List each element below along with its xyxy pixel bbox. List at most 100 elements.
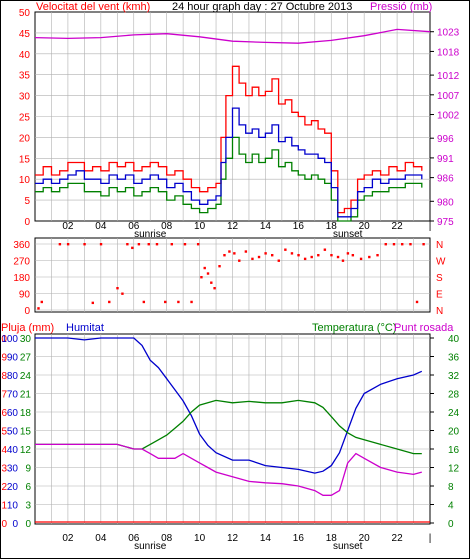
humidity-y-tick-label: 90 bbox=[7, 353, 19, 364]
wind-y-tick-label: 20 bbox=[19, 133, 31, 144]
compass-label: N bbox=[436, 240, 443, 251]
temp-right-y-tick-label: 16 bbox=[448, 445, 460, 456]
series-low bbox=[35, 136, 423, 222]
pressure-y-tick-label: 1002 bbox=[437, 111, 460, 122]
direction-point bbox=[284, 248, 287, 251]
direction-point bbox=[310, 255, 313, 259]
chart-title: 24 hour graph day : 27 Octubre 2013 bbox=[172, 1, 352, 13]
direction-point bbox=[200, 276, 203, 279]
series-dewpoint bbox=[35, 443, 422, 496]
x-tick-label: 06 bbox=[128, 533, 140, 544]
humidity-y-tick-label: 20 bbox=[7, 482, 19, 493]
direction-point bbox=[317, 254, 320, 257]
direction-point bbox=[91, 301, 95, 305]
temperature-axis-title: Temperatura (°C) bbox=[312, 322, 396, 334]
direction-point bbox=[203, 266, 206, 270]
direction-point bbox=[142, 300, 146, 304]
temp-right-y-tick-label: 20 bbox=[448, 427, 460, 438]
wind-y-tick-label: 15 bbox=[19, 154, 31, 165]
humidity-y-tick-label: 100 bbox=[1, 334, 18, 345]
wind-y-tick-label: 45 bbox=[19, 29, 31, 40]
x-tick-label: 06 bbox=[128, 221, 140, 232]
temp-left-y-tick-label: 0 bbox=[25, 519, 31, 530]
compass-label: S bbox=[436, 273, 443, 284]
direction-point bbox=[147, 243, 150, 246]
direction-point bbox=[264, 252, 267, 255]
x-tick-label: 10 bbox=[194, 533, 206, 544]
x-tick-label: 14 bbox=[260, 221, 272, 232]
rain-y-tick-label: 9 bbox=[1, 353, 7, 364]
humidity-y-tick-label: 70 bbox=[7, 390, 19, 401]
temp-left-y-tick-label: 6 bbox=[25, 482, 31, 493]
x-tick-label: 02 bbox=[62, 533, 74, 544]
wind-y-tick-label: 35 bbox=[19, 71, 31, 82]
direction-point bbox=[37, 307, 40, 310]
direction-point bbox=[422, 243, 425, 246]
direction-point bbox=[58, 243, 62, 246]
compass-label: E bbox=[436, 290, 443, 301]
humidity-y-tick-label: 60 bbox=[7, 408, 19, 419]
direction-point bbox=[196, 243, 200, 246]
pressure-y-tick-label: 996 bbox=[437, 134, 454, 145]
direction-y-tick-label: 270 bbox=[13, 257, 30, 268]
temp-right-y-tick-label: 36 bbox=[448, 353, 460, 364]
x-tick-label: 16 bbox=[293, 533, 305, 544]
temp-right-y-tick-label: 32 bbox=[448, 371, 460, 382]
series-average bbox=[35, 107, 423, 218]
humidity-y-tick-label: 80 bbox=[7, 371, 19, 382]
direction-point bbox=[401, 243, 404, 246]
pressure-y-tick-label: 1023 bbox=[437, 28, 460, 39]
direction-panel-points bbox=[37, 243, 425, 310]
humidity-y-tick-label: 0 bbox=[12, 519, 18, 530]
series-gust bbox=[35, 65, 423, 214]
rain-y-tick-label: 8 bbox=[1, 371, 7, 382]
temp-left-y-tick-label: 12 bbox=[20, 445, 32, 456]
direction-point bbox=[213, 287, 216, 290]
direction-point bbox=[66, 243, 70, 246]
rain-y-tick-label: 5 bbox=[1, 427, 7, 438]
temp-left-y-tick-label: 27 bbox=[20, 353, 32, 364]
pressure-y-tick-label: 986 bbox=[437, 174, 454, 185]
series-pressure bbox=[34, 28, 431, 44]
wind-y-tick-label: 0 bbox=[24, 217, 30, 228]
humidity-axis-title: Humitat bbox=[66, 322, 104, 334]
direction-point bbox=[359, 257, 363, 261]
x-tick-label: 14 bbox=[260, 533, 272, 544]
direction-point bbox=[183, 243, 187, 246]
x-tick-label: 18 bbox=[326, 221, 338, 232]
wind-y-tick-label: 5 bbox=[24, 196, 30, 207]
direction-y-tick-label: 360 bbox=[13, 240, 30, 251]
temp-panel-grid bbox=[35, 334, 430, 524]
x-tick-label: 20 bbox=[359, 221, 371, 232]
rain-y-tick-label: 4 bbox=[1, 445, 7, 456]
direction-point bbox=[116, 287, 119, 290]
wind-y-tick-label: 10 bbox=[19, 175, 31, 186]
pressure-y-tick-label: 980 bbox=[437, 197, 454, 208]
temp-left-y-tick-label: 24 bbox=[20, 371, 32, 382]
x-tick-label: | bbox=[429, 221, 432, 232]
pressure-axis-title: Pressió (mb) bbox=[370, 1, 432, 13]
direction-point bbox=[290, 252, 294, 255]
x-tick-label: 18 bbox=[326, 533, 338, 544]
direction-point bbox=[126, 243, 129, 246]
sunrise-label: sunrise bbox=[134, 229, 167, 240]
direction-point bbox=[218, 265, 221, 268]
direction-point bbox=[108, 300, 111, 304]
direction-point bbox=[384, 243, 387, 246]
rain-y-tick-label: 0 bbox=[1, 519, 7, 530]
sunrise-label: sunrise bbox=[134, 541, 167, 552]
direction-point bbox=[121, 292, 124, 295]
sunset-label: sunset bbox=[333, 229, 363, 240]
humidity-y-tick-label: 50 bbox=[7, 427, 19, 438]
direction-point bbox=[251, 257, 254, 261]
direction-point bbox=[257, 255, 261, 259]
temp-panel-ticks: 0123456789100102030405060708090100036912… bbox=[0, 334, 460, 552]
temp-panel-series bbox=[35, 337, 430, 523]
direction-point bbox=[83, 243, 86, 246]
direction-y-tick-label: 180 bbox=[13, 273, 30, 284]
pressure-y-tick-label: 975 bbox=[437, 217, 454, 228]
x-tick-label: 10 bbox=[194, 221, 206, 232]
x-tick-label: 12 bbox=[227, 221, 239, 232]
rain-y-tick-label: 2 bbox=[1, 482, 7, 493]
